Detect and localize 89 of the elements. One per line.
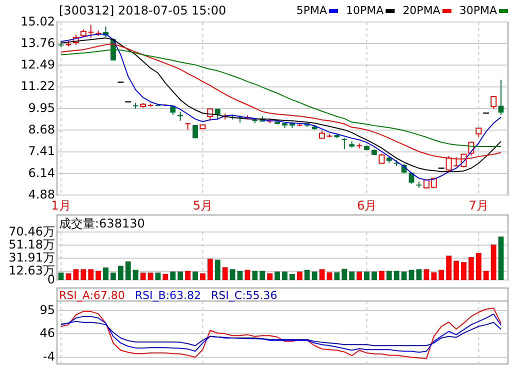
line-series bbox=[60, 308, 502, 360]
bar bbox=[349, 272, 355, 280]
y-tick-label: 7.41 bbox=[28, 144, 55, 158]
legend-label: 5PMA bbox=[296, 4, 328, 18]
x-tick-label: 5月 bbox=[192, 198, 213, 212]
bar bbox=[230, 269, 236, 280]
y-tick-label: 13.76 bbox=[20, 36, 55, 50]
line-series bbox=[60, 314, 502, 353]
bar bbox=[155, 272, 161, 280]
bar bbox=[476, 252, 482, 280]
y-tick-label: 70.46万 bbox=[8, 224, 55, 238]
bar bbox=[468, 257, 474, 280]
bar bbox=[162, 274, 168, 280]
bar bbox=[192, 272, 198, 280]
bar bbox=[267, 273, 273, 280]
y-tick-label: -4 bbox=[43, 350, 55, 364]
bar bbox=[490, 244, 496, 280]
bar bbox=[207, 258, 213, 280]
text: RSI_C:55.36 bbox=[211, 289, 278, 302]
bar bbox=[438, 270, 444, 280]
bar bbox=[304, 270, 310, 280]
line-series bbox=[60, 320, 502, 346]
series-label: RSI_A:67.80 bbox=[59, 289, 125, 302]
bar bbox=[140, 272, 146, 280]
y-tick-label: 51.18万 bbox=[8, 237, 55, 252]
bar bbox=[342, 268, 348, 280]
bar bbox=[80, 269, 86, 280]
bar bbox=[289, 274, 295, 280]
chart-title: 成交量:638130 bbox=[59, 216, 145, 230]
bar bbox=[408, 270, 414, 280]
bar bbox=[103, 267, 108, 280]
bar bbox=[431, 272, 437, 280]
bar bbox=[326, 272, 332, 280]
bar bbox=[200, 273, 206, 280]
bar bbox=[178, 272, 184, 280]
bar bbox=[454, 260, 459, 280]
bar bbox=[96, 270, 101, 280]
bar bbox=[483, 270, 489, 280]
bar bbox=[334, 272, 340, 280]
y-tick-label: 6.14 bbox=[28, 166, 55, 180]
bar bbox=[401, 272, 407, 280]
y-tick-label: 11.22 bbox=[20, 79, 55, 94]
y-tick-label: 31.91万 bbox=[8, 250, 55, 265]
bar bbox=[237, 270, 243, 280]
bar bbox=[88, 269, 94, 280]
chart-title: [300312] 2018-07-05 15:00 bbox=[59, 3, 226, 18]
legend-label: 10PMA bbox=[346, 4, 384, 18]
y-tick-label: 12.49 bbox=[20, 57, 55, 72]
bar bbox=[498, 236, 504, 280]
bar bbox=[148, 272, 154, 280]
bar bbox=[356, 272, 362, 280]
bar bbox=[461, 262, 466, 280]
bar bbox=[73, 269, 79, 280]
bar bbox=[372, 272, 377, 280]
bar bbox=[394, 270, 400, 280]
bar bbox=[282, 272, 288, 280]
bar bbox=[274, 272, 280, 280]
legend-label: 20PMA bbox=[402, 4, 441, 18]
bar bbox=[386, 270, 392, 280]
bar bbox=[364, 272, 370, 280]
bar bbox=[118, 266, 124, 280]
bar bbox=[185, 270, 190, 280]
bar bbox=[416, 269, 422, 280]
bar bbox=[260, 270, 266, 280]
y-tick-label: 95 bbox=[40, 302, 55, 317]
legend-label: 30PMA bbox=[459, 4, 498, 18]
bar bbox=[252, 270, 258, 280]
y-tick-label: 15.02 bbox=[20, 14, 55, 28]
bar bbox=[170, 272, 176, 280]
bar bbox=[58, 272, 64, 280]
bar bbox=[446, 256, 452, 280]
y-tick-label: 8.68 bbox=[28, 122, 55, 136]
bar bbox=[214, 260, 220, 280]
bar bbox=[319, 269, 325, 280]
x-tick-label: 6月 bbox=[356, 198, 377, 212]
y-tick-label: 12.63万 bbox=[8, 264, 55, 278]
y-tick-label: 9.95 bbox=[28, 100, 55, 115]
bar bbox=[312, 272, 318, 280]
bar bbox=[378, 270, 384, 280]
x-tick-label: 7月 bbox=[468, 198, 488, 212]
bar bbox=[132, 270, 138, 280]
text: RSI_B:63.82 bbox=[134, 289, 202, 302]
bar bbox=[125, 261, 131, 280]
bar bbox=[424, 269, 430, 280]
bar bbox=[296, 272, 302, 280]
bar bbox=[110, 272, 116, 280]
y-tick-label: 46 bbox=[40, 326, 55, 340]
bar bbox=[222, 267, 228, 280]
bar bbox=[244, 270, 250, 280]
